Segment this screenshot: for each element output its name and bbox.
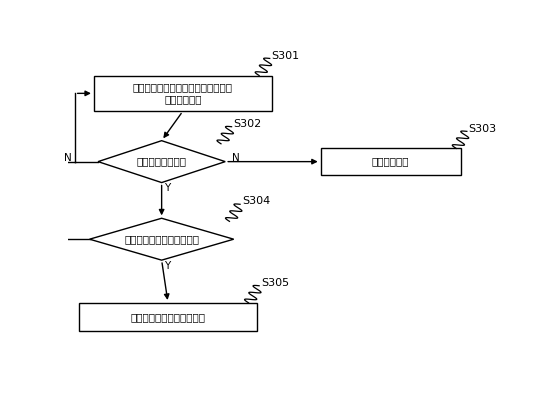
Polygon shape <box>90 218 234 260</box>
Text: S301: S301 <box>271 51 300 60</box>
Text: 继续等待连接: 继续等待连接 <box>372 157 409 166</box>
Text: 应用独立传输协议传输上报连接请求
信息至服务器: 应用独立传输协议传输上报连接请求 信息至服务器 <box>133 83 233 104</box>
Text: 判断连接是否超时: 判断连接是否超时 <box>137 157 187 166</box>
Polygon shape <box>98 141 225 183</box>
Bar <box>321 148 461 175</box>
Bar <box>94 75 272 111</box>
Text: N: N <box>231 153 240 163</box>
Text: Y: Y <box>164 183 170 193</box>
Bar <box>79 303 257 331</box>
Text: Y: Y <box>164 261 170 271</box>
Text: S303: S303 <box>469 124 497 133</box>
Text: 判断是否达到连接次数阈值: 判断是否达到连接次数阈值 <box>124 234 199 244</box>
Text: 短消息通道进行上报种子号: 短消息通道进行上报种子号 <box>131 312 206 322</box>
Text: S304: S304 <box>242 197 270 206</box>
Text: S302: S302 <box>234 119 261 129</box>
Text: N: N <box>63 153 71 163</box>
Text: S305: S305 <box>261 278 289 288</box>
